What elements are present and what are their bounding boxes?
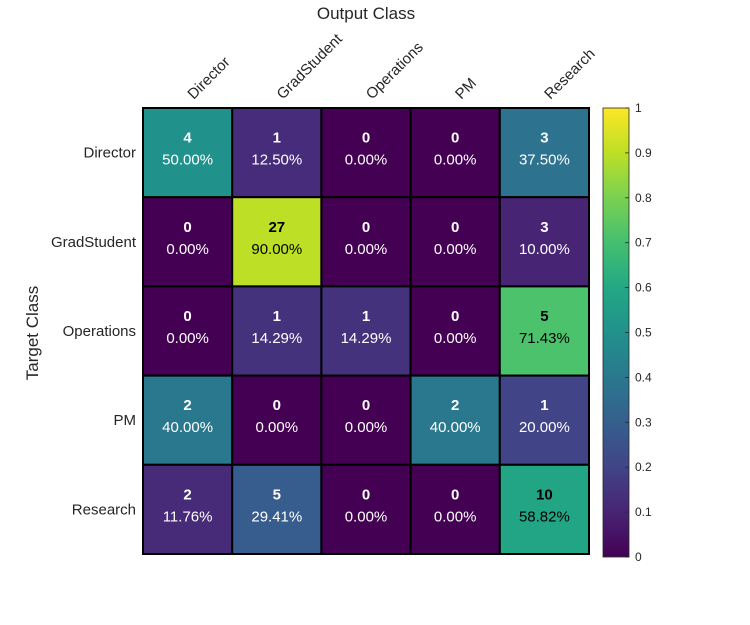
colorbar-tick-label: 0.5 (635, 326, 652, 340)
y-tick-label: Director (83, 145, 136, 162)
cell-count-label: 5 (273, 486, 281, 503)
heatmap-cell (231, 374, 323, 466)
heatmap-cell (409, 285, 501, 377)
colorbar-tick-label: 0.2 (635, 460, 652, 474)
heatmap-cell (320, 196, 412, 288)
cell-percentage-label: 0.00% (345, 419, 388, 436)
heatmap-cell (498, 463, 590, 555)
cell-percentage-label: 0.00% (166, 330, 209, 347)
cell-percentage-label: 11.76% (163, 508, 213, 525)
x-tick-label: GradStudent (274, 30, 347, 103)
cell-percentage-label: 0.00% (345, 152, 388, 169)
heatmap-cells: 450.00%112.50%00.00%00.00%337.50%00.00%2… (142, 107, 590, 555)
heatmap-cell (498, 196, 590, 288)
x-tick-label: Research (541, 45, 598, 102)
cell-percentage-label: 14.29% (341, 330, 392, 347)
cell-percentage-label: 58.82% (519, 508, 570, 525)
cell-percentage-label: 0.00% (166, 241, 209, 258)
cell-percentage-label: 40.00% (430, 419, 481, 436)
heatmap-cell (231, 285, 323, 377)
heatmap-cell (231, 463, 323, 555)
y-tick-label: PM (114, 412, 137, 429)
colorbar: 0 0.1 0.2 0.3 0.4 0.5 0.6 0.7 0.8 0.9 1 (602, 101, 652, 564)
cell-percentage-label: 0.00% (345, 508, 388, 525)
colorbar-tick-label: 0.1 (635, 505, 652, 519)
cell-percentage-label: 0.00% (256, 419, 299, 436)
heatmap-cell (320, 463, 412, 555)
heatmap-cell (142, 107, 234, 199)
cell-percentage-label: 0.00% (434, 241, 477, 258)
cell-count-label: 0 (451, 219, 459, 236)
cell-count-label: 3 (540, 130, 548, 147)
x-tick-label: PM (452, 75, 480, 103)
cell-count-label: 0 (451, 486, 459, 503)
cell-count-label: 0 (362, 130, 370, 147)
heatmap-cell (498, 374, 590, 466)
cell-percentage-label: 29.41% (251, 508, 302, 525)
cell-percentage-label: 20.00% (519, 419, 570, 436)
y-axis-label: Target Class (23, 286, 42, 380)
cell-percentage-label: 40.00% (162, 419, 213, 436)
cell-percentage-label: 0.00% (434, 330, 477, 347)
cell-count-label: 0 (362, 397, 370, 414)
heatmap-cell (409, 374, 501, 466)
cell-count-label: 0 (362, 486, 370, 503)
colorbar-tick-label: 0.3 (635, 415, 652, 429)
chart-title: Output Class (317, 4, 415, 23)
cell-percentage-label: 71.43% (519, 330, 570, 347)
x-tick-label: Director (184, 54, 233, 103)
cell-count-label: 2 (451, 397, 459, 414)
cell-percentage-label: 0.00% (434, 508, 477, 525)
colorbar-tick-label: 1 (635, 101, 642, 115)
y-tick-label: Operations (63, 323, 136, 340)
cell-count-label: 0 (362, 219, 370, 236)
colorbar-tick-label: 0.4 (635, 370, 652, 384)
colorbar-tick-label: 0.6 (635, 281, 652, 295)
heatmap-cell (142, 196, 234, 288)
cell-count-label: 3 (540, 219, 548, 236)
cell-count-label: 5 (540, 308, 548, 325)
y-tick-labels: Director GradStudent Operations PM Research (51, 145, 137, 519)
cell-percentage-label: 0.00% (434, 152, 477, 169)
colorbar-tick-label: 0.7 (635, 236, 652, 250)
cell-count-label: 0 (183, 308, 191, 325)
cell-count-label: 0 (183, 219, 191, 236)
cell-count-label: 0 (273, 397, 281, 414)
colorbar-tick-label: 0.9 (635, 146, 652, 160)
x-tick-label: Operations (363, 39, 427, 103)
colorbar-tick-label: 0.8 (635, 191, 652, 205)
cell-count-label: 0 (451, 130, 459, 147)
cell-percentage-label: 10.00% (519, 241, 570, 258)
cell-count-label: 27 (268, 219, 285, 236)
cell-count-label: 1 (540, 397, 548, 414)
heatmap-cell (320, 374, 412, 466)
cell-percentage-label: 12.50% (251, 152, 302, 169)
x-tick-labels: Director GradStudent Operations PM Research (184, 30, 598, 103)
cell-percentage-label: 14.29% (251, 330, 302, 347)
cell-percentage-label: 37.50% (519, 152, 570, 169)
cell-count-label: 1 (362, 308, 370, 325)
cell-percentage-label: 90.00% (251, 241, 302, 258)
colorbar-tick-label: 0 (635, 550, 642, 564)
cell-count-label: 4 (183, 130, 192, 147)
cell-percentage-label: 50.00% (162, 152, 213, 169)
cell-count-label: 1 (273, 308, 281, 325)
heatmap-cell (231, 107, 323, 199)
cell-percentage-label: 0.00% (345, 241, 388, 258)
cell-count-label: 0 (451, 308, 459, 325)
heatmap-cell (142, 374, 234, 466)
y-tick-label: GradStudent (51, 234, 137, 251)
cell-count-label: 2 (183, 486, 191, 503)
cell-count-label: 1 (273, 130, 281, 147)
cell-count-label: 2 (183, 397, 191, 414)
cell-count-label: 10 (536, 486, 553, 503)
y-tick-label: Research (72, 501, 136, 518)
heatmap-cell (142, 463, 234, 555)
